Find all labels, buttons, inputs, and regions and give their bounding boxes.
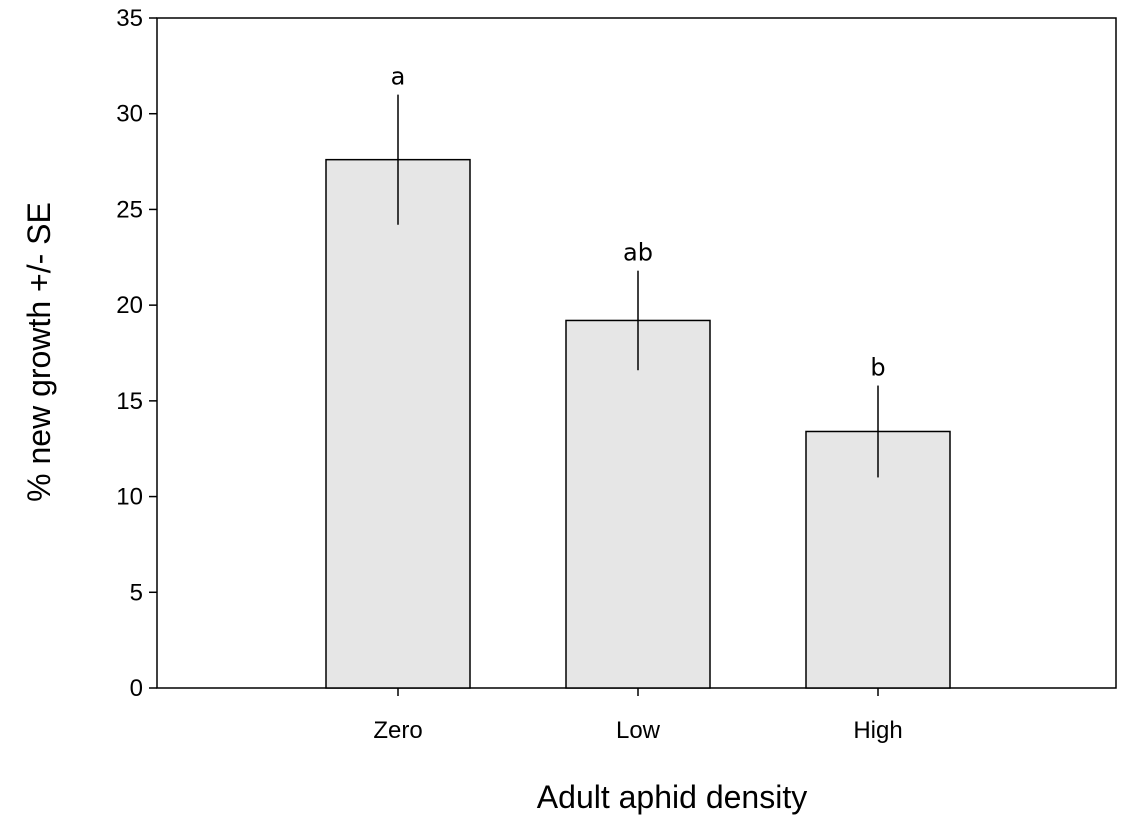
bars: a ab b — [325, 63, 951, 689]
x-axis-title: Adult aphid density — [537, 779, 807, 815]
y-tick-label: 25 — [116, 196, 143, 223]
y-tick-label: 20 — [116, 292, 143, 319]
x-tick-label: Low — [616, 717, 661, 744]
y-axis-ticks: 0 5 10 15 20 25 30 35 — [116, 5, 157, 702]
y-tick-label: 30 — [116, 101, 143, 128]
y-tick-label: 15 — [116, 388, 143, 415]
y-axis-title: % new growth +/- SE — [21, 202, 57, 502]
y-tick-label: 0 — [130, 675, 143, 702]
y-tick-label: 35 — [116, 5, 143, 32]
bar-zero — [325, 158, 471, 689]
y-tick-label: 5 — [130, 579, 143, 606]
significance-label: a — [391, 63, 406, 91]
bar-low — [565, 319, 711, 689]
x-tick-label: Zero — [373, 717, 422, 744]
significance-label: b — [870, 354, 885, 382]
y-tick-label: 10 — [116, 484, 143, 511]
x-axis-ticks: Zero Low High — [373, 688, 903, 744]
significance-label: ab — [623, 239, 653, 267]
x-tick-label: High — [853, 717, 902, 744]
